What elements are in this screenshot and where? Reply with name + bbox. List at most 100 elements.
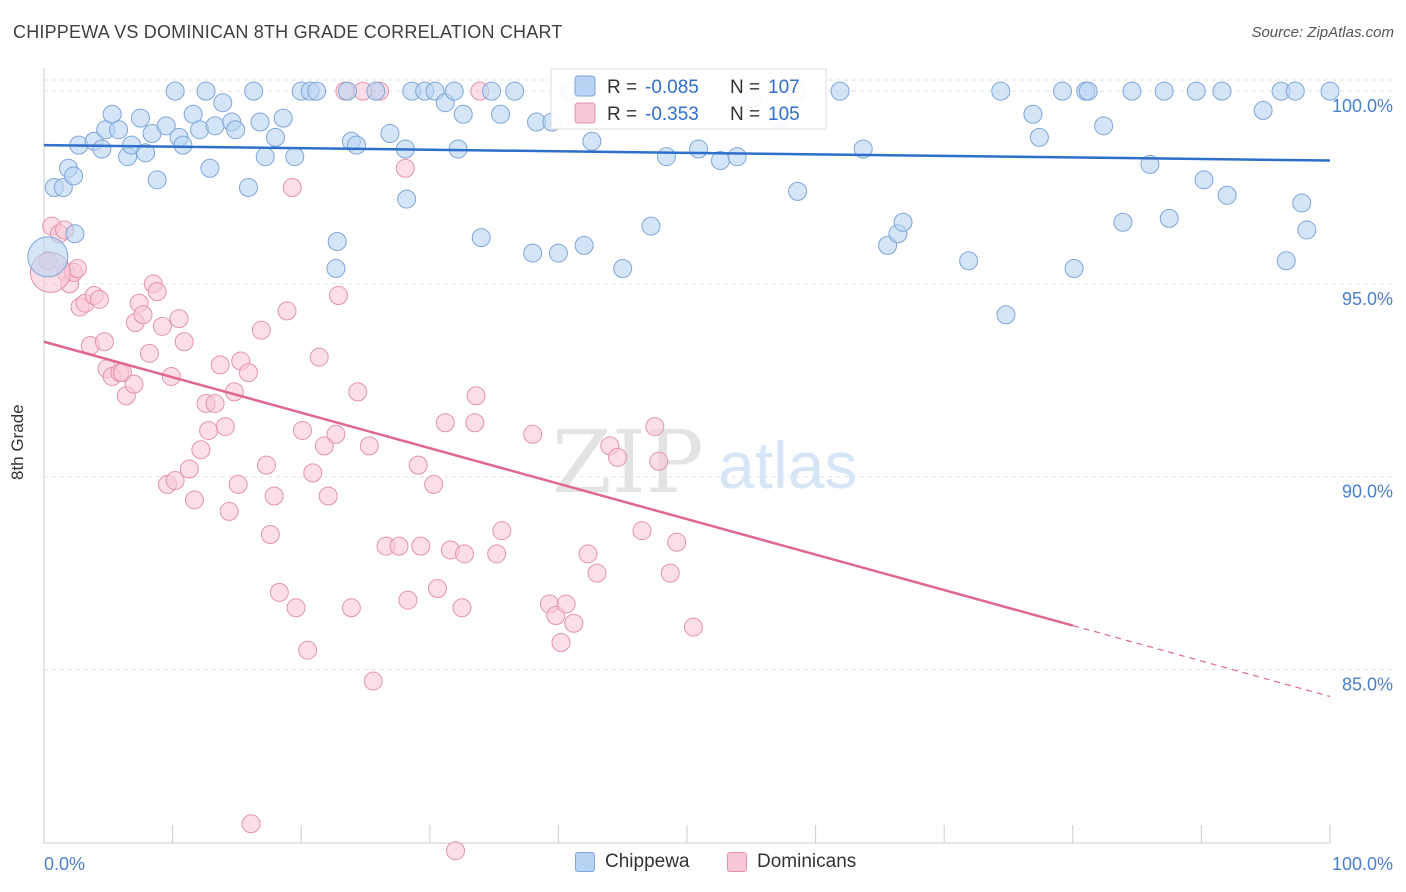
- dominicans-point: [210, 355, 230, 375]
- legend-item-dominicans: Dominicans: [727, 851, 856, 873]
- dominicans-point: [632, 521, 652, 541]
- chippewa-point: [853, 139, 873, 159]
- dominicans-point: [359, 436, 379, 456]
- dominicans-point: [184, 490, 204, 510]
- legend-swatch-dominicans: [727, 852, 747, 872]
- dominicans-point: [94, 332, 114, 352]
- dominicans-point: [363, 671, 383, 691]
- legend-r-value-2: -0.353: [645, 104, 699, 125]
- legend-label-dominicans: Dominicans: [757, 851, 857, 872]
- dominicans-point: [465, 413, 485, 433]
- dominicans-point: [165, 471, 185, 491]
- chippewa-point: [285, 147, 305, 167]
- y-tick-label: 95.0%: [1342, 289, 1393, 309]
- chippewa-point: [173, 135, 193, 155]
- dominicans-point: [264, 486, 284, 506]
- chippewa-point: [444, 81, 464, 101]
- dominicans-point: [260, 525, 280, 545]
- dominicans-point: [282, 178, 302, 198]
- chippewa-point: [656, 147, 676, 167]
- chippewa-point: [641, 216, 661, 236]
- chippewa-point: [397, 189, 417, 209]
- chippewa-point: [326, 258, 346, 278]
- dominicans-point: [89, 289, 109, 309]
- dominicans-point: [219, 501, 239, 521]
- dominicans-point: [67, 258, 87, 278]
- legend-item-chippewa: Chippewa: [575, 851, 690, 873]
- tick-labels: 85.0% 90.0% 95.0% 100.0% 0.0% 100.0%: [44, 96, 1393, 874]
- chippewa-point: [1212, 81, 1232, 101]
- chippewa-point: [453, 104, 473, 124]
- dominicans-point: [298, 640, 318, 660]
- dominicans-point: [251, 320, 271, 340]
- chippewa-point: [1292, 193, 1312, 213]
- chippewa-point: [337, 81, 357, 101]
- chippewa-point: [471, 228, 491, 248]
- chippewa-point: [165, 81, 185, 101]
- chippewa-point: [1053, 81, 1073, 101]
- watermark-zip: ZIP: [552, 413, 704, 513]
- dominicans-point: [667, 532, 687, 552]
- dominicans-point: [578, 544, 598, 564]
- dominicans-point: [424, 474, 444, 494]
- dominicans-points: [29, 81, 806, 861]
- dominicans-point: [660, 563, 680, 583]
- chippewa-point: [1140, 154, 1160, 174]
- dominicans-point: [328, 285, 348, 305]
- chippewa-point: [64, 166, 84, 186]
- chippewa-point: [1078, 81, 1098, 101]
- dominicans-point: [152, 316, 172, 336]
- chippewa-point: [996, 305, 1016, 325]
- dominicans-point: [139, 343, 159, 363]
- chippewa-point: [273, 108, 293, 128]
- dominicans-point: [341, 598, 361, 618]
- trendline-chippewa: [43, 143, 1331, 162]
- legend-bottom: Chippewa Dominicans: [0, 851, 1406, 877]
- chippewa-point: [1113, 212, 1133, 232]
- y-tick-label: 100.0%: [1332, 96, 1393, 116]
- source-label: Source: ZipAtlas.com: [1251, 24, 1394, 41]
- legend-n-value-1: 107: [768, 77, 800, 98]
- chippewa-point: [92, 139, 112, 159]
- chippewa-point: [788, 181, 808, 201]
- watermark: ZIP atlas: [552, 413, 857, 513]
- chippewa-point: [244, 81, 264, 101]
- dominicans-point: [215, 417, 235, 437]
- chippewa-point: [1276, 251, 1296, 271]
- dominicans-point: [523, 424, 543, 444]
- dominicans-point: [309, 347, 329, 367]
- chippewa-point: [1064, 258, 1084, 278]
- dominicans-point: [238, 363, 258, 383]
- chippewa-point: [830, 81, 850, 101]
- dominicans-point: [408, 455, 428, 475]
- dominicans-point: [228, 474, 248, 494]
- chippewa-point: [327, 232, 347, 252]
- chippewa-point: [366, 81, 386, 101]
- dominicans-point: [348, 382, 368, 402]
- x-tick-label: 0.0%: [44, 854, 85, 874]
- dominicans-point: [277, 301, 297, 321]
- chippewa-point: [482, 81, 502, 101]
- chippewa-point: [130, 108, 150, 128]
- chippewa-point: [346, 135, 366, 155]
- chippewa-point: [147, 170, 167, 190]
- dominicans-point: [256, 455, 276, 475]
- dominicans-point: [466, 386, 486, 406]
- dominicans-point: [564, 613, 584, 633]
- chippewa-point: [213, 93, 233, 113]
- x-tick-label: 100.0%: [1332, 854, 1393, 874]
- dominicans-point: [205, 393, 225, 413]
- dominicans-point: [174, 332, 194, 352]
- dominicans-point: [608, 447, 628, 467]
- dominicans-point: [492, 521, 512, 541]
- chippewa-point: [265, 127, 285, 147]
- chippewa-point: [1186, 81, 1206, 101]
- chippewa-point: [250, 112, 270, 132]
- y-tick-label: 85.0%: [1342, 674, 1393, 694]
- chippewa-point: [205, 116, 225, 136]
- dominicans-point: [428, 579, 448, 599]
- legend-r-label-1: R =: [607, 77, 637, 98]
- chippewa-point: [1194, 170, 1214, 190]
- legend-n-value-2: 105: [768, 104, 800, 125]
